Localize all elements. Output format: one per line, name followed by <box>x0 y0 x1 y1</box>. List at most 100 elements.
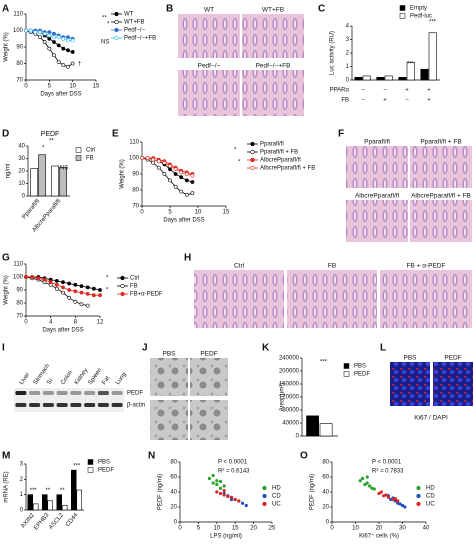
data-point <box>47 36 52 41</box>
bar <box>56 494 63 511</box>
bar <box>32 503 39 511</box>
annotation: *** <box>73 464 81 470</box>
data-point <box>173 184 178 189</box>
micrograph <box>410 200 472 242</box>
legend-label: Pparafl/fl <box>260 142 284 148</box>
row-sign: + <box>427 88 431 94</box>
data-point <box>52 53 56 58</box>
image-caption: Ctrl <box>234 263 245 270</box>
legend-swatch <box>87 459 94 465</box>
data-point <box>36 276 41 281</box>
y-tick-label: 80 <box>322 460 329 466</box>
legend-label: UC <box>272 502 281 508</box>
data-point <box>365 475 369 479</box>
panel-label: O <box>300 451 308 462</box>
data-point <box>173 167 178 172</box>
x-tick-label: 5 <box>197 526 201 532</box>
legend-swatch <box>399 13 406 19</box>
data-point <box>61 285 65 290</box>
y-tick-label: 240000 <box>279 356 300 362</box>
data-point <box>190 173 195 178</box>
data-point <box>386 495 390 499</box>
data-point <box>233 497 237 502</box>
data-point <box>52 35 56 40</box>
data-point <box>162 160 167 165</box>
band <box>97 403 109 407</box>
data-point <box>173 172 178 176</box>
data-point <box>61 63 66 68</box>
chart-title: PEDF <box>41 131 60 138</box>
row-sign: − <box>361 88 365 94</box>
panel-label: J <box>142 343 148 354</box>
y-tick-label: 100 <box>13 28 24 34</box>
data-point <box>368 484 372 488</box>
panel-label: M <box>2 451 10 462</box>
legend-marker <box>250 149 255 155</box>
y-tick-label: 40 <box>322 490 329 496</box>
annotation: *** <box>429 20 437 26</box>
legend-label: FB <box>130 284 138 290</box>
data-point <box>56 35 61 40</box>
y-tick-label: 60 <box>170 475 177 481</box>
data-point <box>47 46 52 51</box>
y-tick-label: 80000 <box>282 408 299 414</box>
legend-label: Ctrl <box>86 148 95 154</box>
row-sign: − <box>361 98 365 104</box>
row-sign: − <box>383 88 387 94</box>
x-axis-label: Days after DSS <box>163 218 204 224</box>
y-tick-label: 20 <box>170 505 177 511</box>
x-tick-label: 4 <box>49 320 53 326</box>
data-point <box>38 35 42 40</box>
bar <box>420 68 429 81</box>
data-point <box>237 499 241 503</box>
data-point <box>140 156 144 160</box>
y-tick-label: 0 <box>20 508 24 514</box>
data-point <box>47 33 52 38</box>
data-point <box>47 30 52 35</box>
data-point <box>145 156 150 160</box>
data-point <box>393 497 398 501</box>
y-tick-label: 80 <box>16 61 23 67</box>
data-point <box>61 46 66 51</box>
micrograph <box>380 270 472 328</box>
annotation: * <box>234 148 237 154</box>
legend-label: HD <box>272 486 281 492</box>
lane-label: Liver <box>19 372 31 386</box>
data-point <box>211 481 215 485</box>
row-label: PPARα <box>330 88 350 94</box>
legend-marker <box>416 493 421 499</box>
band <box>70 403 82 407</box>
x-tick-label: 20 <box>250 526 257 532</box>
data-point <box>215 490 219 494</box>
data-point <box>66 64 70 69</box>
legend-label: Pparafl/fl + FB <box>260 150 298 156</box>
data-point <box>377 491 381 496</box>
x-tick-label: CD44 <box>65 512 80 528</box>
data-point <box>358 479 362 483</box>
bar <box>42 494 48 511</box>
y-tick-label: 0 <box>174 520 178 526</box>
y-tick-label: 110 <box>13 262 23 268</box>
image-caption: FB <box>328 263 336 270</box>
data-point <box>190 180 195 184</box>
data-point <box>244 503 248 508</box>
y-axis-label: PEDF (ng/ml) <box>310 474 316 510</box>
x-tick-label: 0 <box>178 526 182 532</box>
x-tick-label: 40 <box>423 526 430 532</box>
data-point <box>67 295 72 300</box>
y-tick-label: 20 <box>18 169 25 175</box>
y-axis-label: Luc activity (RU) <box>330 31 336 75</box>
image-caption: Pedf−/−+FB <box>256 63 291 70</box>
data-point <box>70 50 75 54</box>
row-sign: + <box>405 88 409 94</box>
data-point <box>222 488 226 493</box>
panel-label: A <box>2 4 9 15</box>
legend-marker <box>120 283 125 289</box>
legend-marker <box>262 501 267 507</box>
data-point <box>151 157 156 162</box>
micrograph <box>178 14 240 58</box>
data-point <box>372 487 376 491</box>
data-point <box>184 178 189 183</box>
x-tick-label: 10 <box>352 526 359 532</box>
